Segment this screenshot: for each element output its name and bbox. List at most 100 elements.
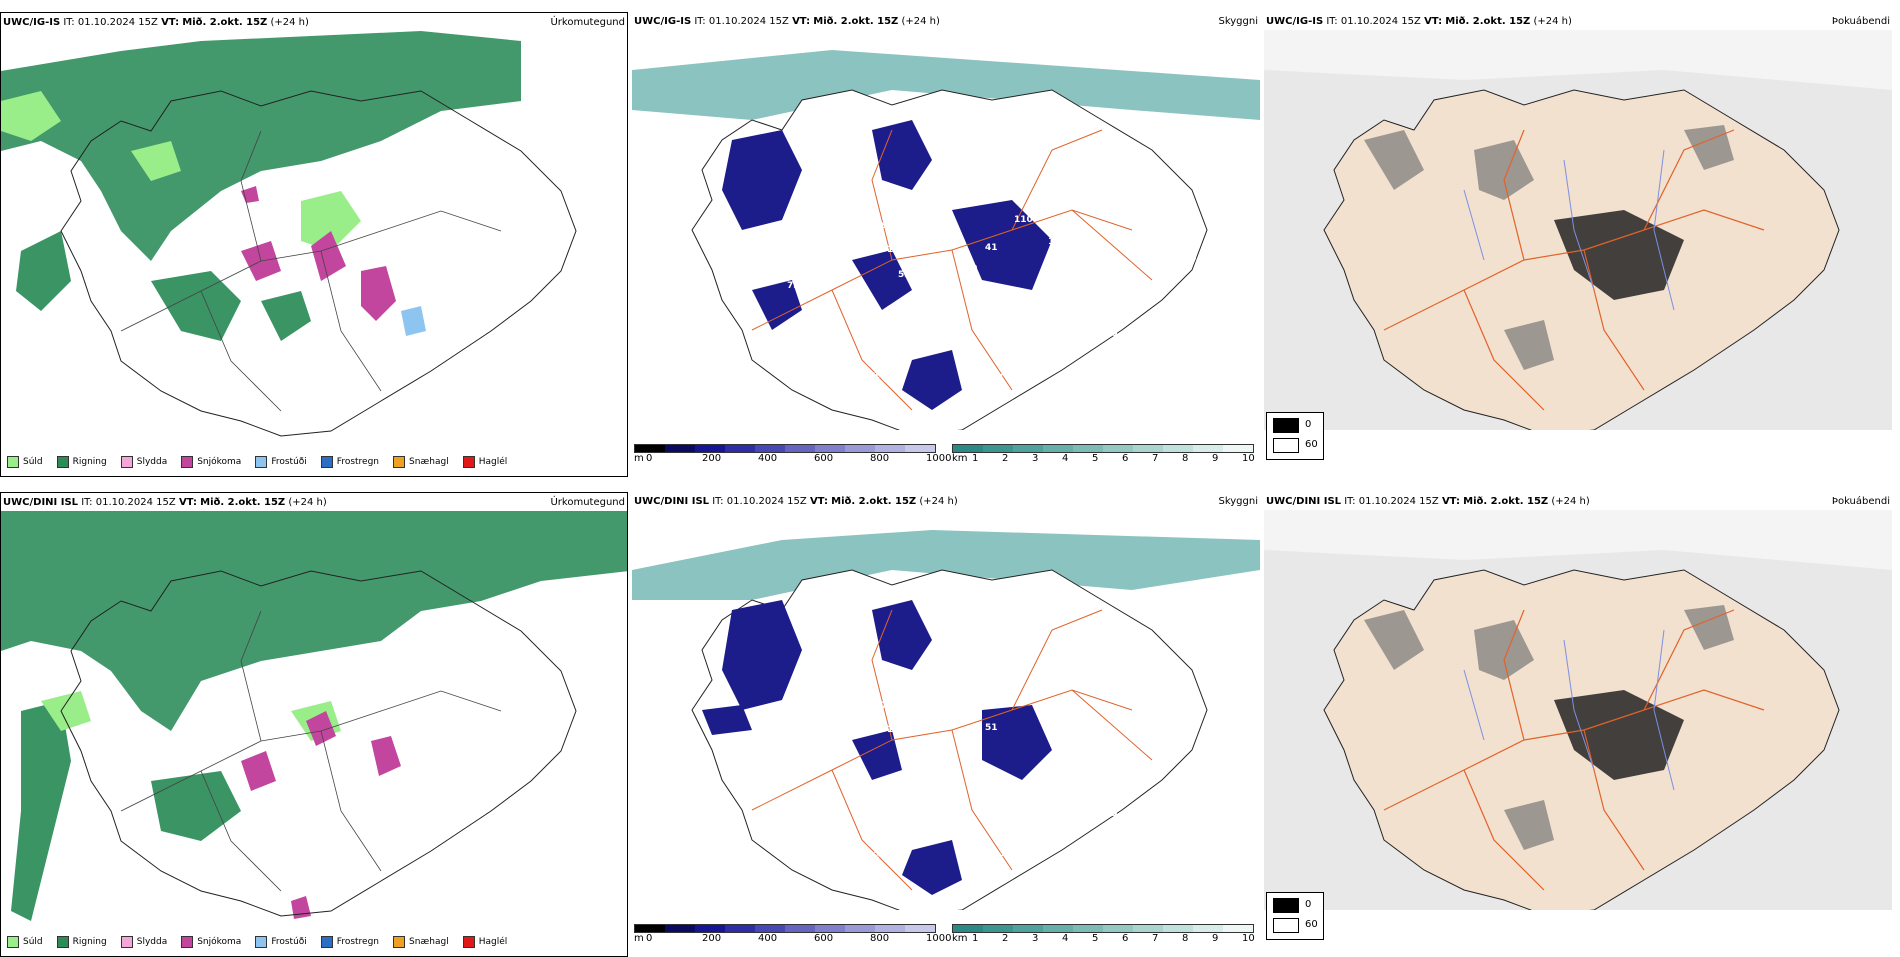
visibility-value: 34	[999, 849, 1012, 859]
visibility-value: 62	[962, 661, 975, 671]
visibility-value: 39	[1178, 737, 1191, 747]
visibility-value: 103	[1048, 237, 1067, 247]
panel-title: Úrkomutegund	[550, 17, 625, 28]
fog-legend-label: 0	[1305, 899, 1312, 910]
visibility-value: 68	[926, 206, 939, 216]
scale-color-step	[785, 445, 815, 452]
scale-color-step	[1193, 445, 1223, 452]
visibility-panel-2: UWC/DINI ISL IT: 01.10.2024 15Z VT: Mið.…	[632, 492, 1260, 957]
precip-legend-item: Slydda	[120, 456, 167, 468]
scale-unit: km	[952, 933, 968, 944]
visibility-value: 62	[1083, 748, 1096, 758]
scale-color-step	[1043, 925, 1073, 932]
visibility-value: 46	[1054, 750, 1067, 760]
precip-legend-item: Haglél	[462, 936, 508, 948]
visibility-value: 75	[937, 273, 950, 283]
scale-tick-label: 1	[972, 453, 979, 464]
scale-tick-label: 2	[1002, 933, 1009, 944]
scale-color-step	[983, 445, 1013, 452]
scale-tick-label: 600	[814, 453, 834, 464]
fog-legend: 0 60	[1266, 892, 1324, 940]
rain-area	[16, 231, 311, 341]
precip-legend-item: Frostregn	[320, 936, 379, 948]
scale-color-step	[1043, 445, 1073, 452]
scale-color-step	[845, 445, 875, 452]
precip-legend-label: Súld	[23, 457, 43, 467]
precip-legend-item: Frostúði	[255, 456, 307, 468]
precip-legend-label: Frostúði	[271, 937, 307, 947]
scale-color-step	[635, 445, 665, 452]
iceland-outline	[60, 90, 577, 437]
elevation-scale: m 0 200 400 600 800 1000	[634, 924, 951, 944]
visibility-value: 96	[1151, 173, 1164, 183]
rain-area	[1, 511, 627, 731]
precip-legend: Súld Rigning Slydda Snjókoma Frostúði Frostre…	[7, 456, 507, 468]
scale-tick-label: 10	[1242, 453, 1255, 464]
scale-tick-label: 0	[646, 933, 653, 944]
precip-legend-label: Haglél	[478, 937, 508, 947]
panel-title: Þokuábendi	[1831, 496, 1890, 507]
roads	[751, 129, 1153, 411]
visibility-map: 41 53 51 83 109 96 75 55 42 75 73 59 64 86 48 48 113 189 9…	[632, 50, 1260, 430]
visibility-value: 65	[948, 323, 961, 333]
visibility-value: 510	[759, 705, 778, 715]
roads	[1383, 609, 1765, 891]
visibility-value: 41	[985, 243, 998, 253]
roads	[751, 609, 1153, 891]
rain-area	[11, 701, 241, 921]
visibility-value: 211	[970, 195, 989, 205]
visibility-value: 137	[937, 753, 956, 763]
precip-legend-swatch	[393, 936, 406, 948]
visibility-value: 42	[1083, 268, 1096, 278]
fog-index-panel-1: UWC/IG-IS IT: 01.10.2024 15Z VT: Mið. 2.…	[1264, 12, 1892, 462]
scale-unit: m	[634, 933, 644, 944]
precip-legend-swatch	[181, 936, 194, 948]
precip-legend-item: Frostúði	[255, 936, 307, 948]
drizzle-area	[41, 691, 341, 741]
precip-legend-item: Rigning	[56, 456, 107, 468]
visibility-value: 86	[804, 747, 817, 757]
scale-tick-label: 9	[1212, 933, 1219, 944]
scale-tick-label: 3	[1032, 933, 1039, 944]
fog-area	[1554, 210, 1684, 300]
visibility-value: 64	[965, 744, 978, 754]
scale-color-step	[785, 925, 815, 932]
visibility-value: 54	[923, 613, 936, 623]
fog-swatch-dark	[1273, 898, 1299, 913]
visibility-value: 83	[970, 675, 983, 685]
panel-title: Úrkomutegund	[550, 497, 625, 508]
scale-tick-label: 400	[758, 933, 778, 944]
fog-legend-label: 0	[1305, 419, 1312, 430]
scale-color-step	[755, 445, 785, 452]
precip-legend-swatch	[462, 456, 475, 468]
scale-color-step	[1193, 925, 1223, 932]
scale-color-step	[1103, 445, 1133, 452]
visibility-value: 117	[1178, 257, 1197, 267]
precip-legend-label: Frostúði	[271, 457, 307, 467]
visibility-value: 91	[926, 686, 939, 696]
scale-tick-label: 9	[1212, 453, 1219, 464]
visibility-value: 76	[881, 701, 894, 711]
visibility-panel-1: UWC/IG-IS IT: 01.10.2024 15Z VT: Mið. 2.…	[632, 12, 1260, 477]
panel-title: Þokuábendi	[1831, 16, 1890, 27]
visibility-value: 81	[1071, 708, 1084, 718]
visibility-value: 73	[1043, 134, 1056, 144]
roads	[120, 610, 502, 892]
visibility-value: 148	[935, 308, 954, 318]
precip-legend-swatch	[56, 456, 69, 468]
scale-color-step	[815, 445, 845, 452]
panel-header: UWC/IG-IS IT: 01.10.2024 15Z VT: Mið. 2.…	[3, 17, 309, 28]
visibility-value: 95	[1149, 268, 1162, 278]
scale-color-step	[725, 925, 755, 932]
visibility-value: 53	[898, 270, 911, 280]
precip-map	[1, 31, 577, 437]
visibility-value: 96	[1141, 672, 1154, 682]
scale-tick-label: 400	[758, 453, 778, 464]
visibility-value: 48	[923, 133, 936, 143]
visibility-value: 103	[913, 739, 932, 749]
visibility-value: 83	[907, 225, 920, 235]
fog-map	[1264, 30, 1892, 430]
scale-color-step	[905, 445, 935, 452]
visibility-value: 106	[1026, 682, 1045, 692]
visibility-value: 51	[985, 723, 998, 733]
